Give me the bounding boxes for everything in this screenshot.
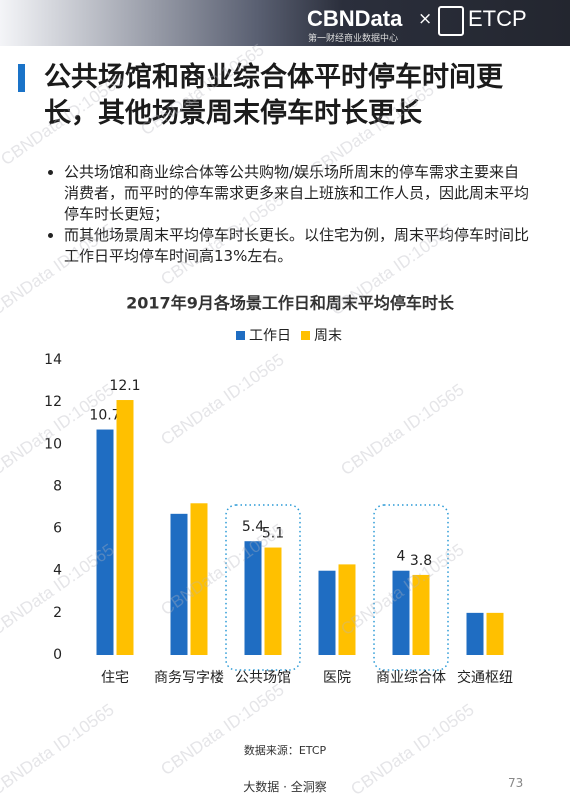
bar <box>392 570 410 655</box>
page-title: 公共场馆和商业综合体平时停车时间更长，其他场景周末停车时长更长 <box>44 62 503 129</box>
bar <box>170 513 188 655</box>
bullet: 而其他场景周末平均停车时长更长。以住宅为例，周末平均停车时间比工作日平均停车时间… <box>64 225 534 267</box>
bar <box>190 503 208 655</box>
value-label: 4 <box>397 549 406 565</box>
title-accent <box>18 64 25 92</box>
value-label: 5.1 <box>262 526 284 542</box>
x-tick-label: 交通枢纽 <box>457 669 513 686</box>
source: 数据来源：ETCP <box>243 744 327 757</box>
value-label: 12.1 <box>109 378 140 394</box>
legend-swatch <box>236 331 245 340</box>
chart-title: 2017年9月各场景工作日和周末平均停车时长 <box>126 294 455 313</box>
partner-logo <box>438 6 464 36</box>
brand-subtitle: 第一财经商业数据中心 <box>308 34 399 44</box>
chart: 2017年9月各场景工作日和周末平均停车时长 工作日 周末 0 2 4 6 8 10 12 14 住… <box>44 294 513 687</box>
brand: CBNData <box>307 6 403 31</box>
bar <box>96 429 114 655</box>
x-tick-label: 住宅 <box>101 670 129 686</box>
header-band: CBNData × ETCP 第一财经商业数据中心 <box>0 0 570 46</box>
value-label: 10.7 <box>89 408 120 424</box>
x-tick-label: 商务写字楼 <box>154 670 224 686</box>
value-label: 3.8 <box>410 553 432 569</box>
y-tick-label: 4 <box>53 563 62 579</box>
legend-swatch <box>301 331 310 340</box>
bar <box>116 400 134 655</box>
y-tick-label: 6 <box>53 521 62 537</box>
bar <box>412 574 430 655</box>
x-tick-label: 公共场馆 <box>235 670 291 686</box>
y-tick-label: 2 <box>53 605 62 621</box>
highlight-box <box>373 504 449 671</box>
y-tick-label: 10 <box>44 436 62 452</box>
bar <box>486 612 504 655</box>
legend-label: 周末 <box>314 328 342 344</box>
x-tick-label: 商业综合体 <box>376 670 446 686</box>
highlight-box <box>225 504 301 671</box>
bar <box>264 547 282 655</box>
bar <box>338 564 356 655</box>
y-tick-label: 14 <box>44 352 62 368</box>
value-label: 5.4 <box>242 519 264 535</box>
bar <box>466 612 484 655</box>
separator: × <box>418 9 433 29</box>
partner: ETCP <box>468 6 527 31</box>
bullet: 公共场馆和商业综合体等公共购物/娱乐场所周末的停车需求主要来自消费者，而平时的停… <box>64 162 534 225</box>
footer-slogan: 大数据 · 全洞察 <box>243 780 327 794</box>
bullet-list: 公共场馆和商业综合体等公共购物/娱乐场所周末的停车需求主要来自消费者，而平时的停… <box>44 162 534 267</box>
bar <box>244 541 262 655</box>
y-tick-label: 8 <box>53 478 62 494</box>
legend-label: 工作日 <box>249 328 291 344</box>
y-tick-label: 0 <box>53 647 62 663</box>
page-number: 73 <box>508 776 524 790</box>
y-tick-label: 12 <box>44 394 62 410</box>
x-tick-label: 医院 <box>323 670 351 686</box>
bar <box>318 570 336 655</box>
